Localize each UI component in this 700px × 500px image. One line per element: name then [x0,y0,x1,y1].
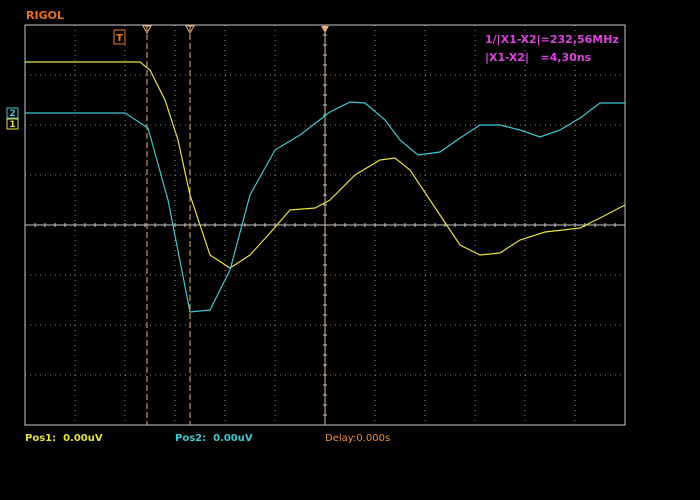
cursor-x2-marker [185,25,195,35]
trigger-label: T [116,33,123,44]
frequency-measurement: 1/|X1-X2|=232,56MHz [485,33,619,46]
channel-1-marker-box [6,118,19,130]
cursor-x1-marker [142,25,152,35]
channel-2-marker-box [6,107,19,119]
channel-2-trace [25,101,625,313]
channel-2-marker: 2 [9,109,15,119]
brand-logo: RIGOL [26,9,64,22]
channel-1-trace [25,61,626,269]
channel-2-position: Pos2: 0.00uV [175,433,253,444]
delay-readout: Delay:0.000s [325,433,390,444]
trigger-level-box [113,29,126,45]
time-measurement: |X1-X2| =4,30ns [485,51,592,64]
channel-1-marker: 1 [9,120,15,130]
trigger-marker [321,26,329,33]
channel-1-position: Pos1: 0.00uV [25,433,103,444]
